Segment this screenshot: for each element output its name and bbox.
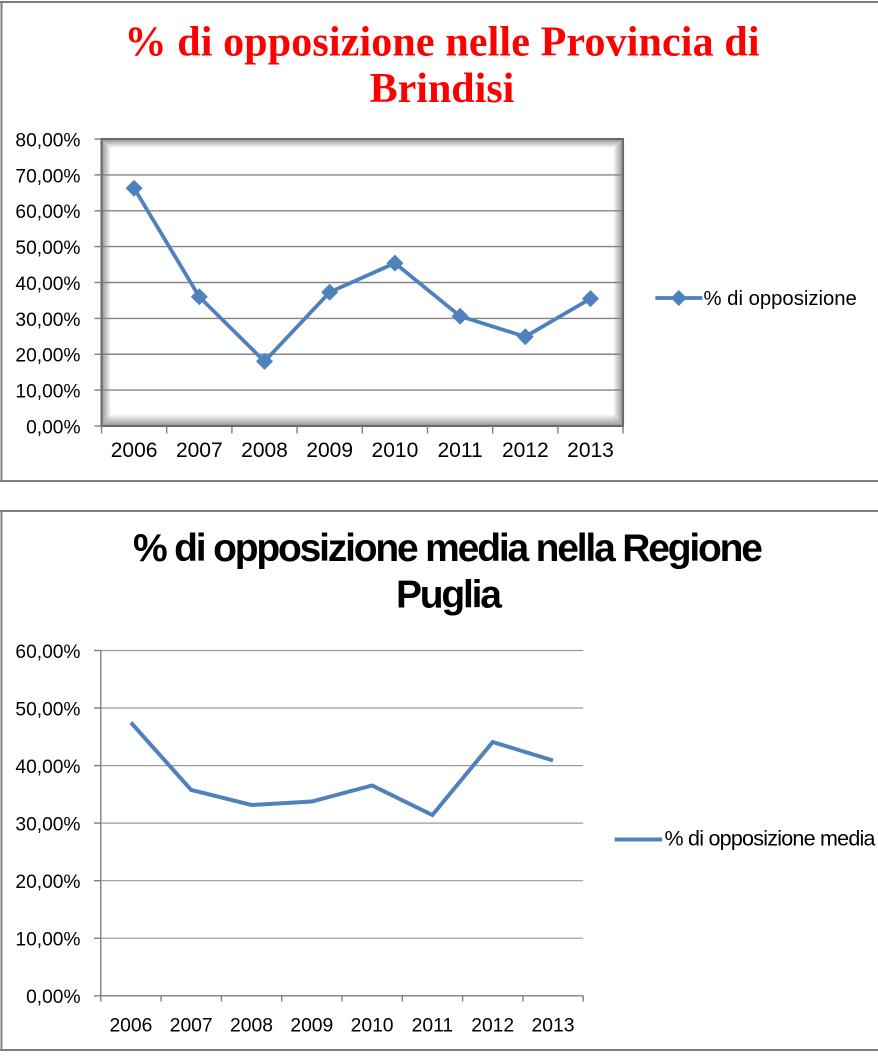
svg-text:70,00%: 70,00% [15,166,80,187]
svg-text:40,00%: 40,00% [15,274,80,295]
svg-text:2009: 2009 [306,439,353,462]
svg-text:2008: 2008 [230,1015,273,1036]
svg-text:% di opposizione: % di opposizione [704,288,857,310]
svg-text:2012: 2012 [471,1015,514,1036]
svg-text:2006: 2006 [111,439,158,462]
svg-text:20,00%: 20,00% [15,346,80,367]
svg-text:2009: 2009 [290,1015,333,1036]
svg-text:0,00%: 0,00% [26,417,80,438]
svg-text:2006: 2006 [109,1015,152,1036]
svg-text:Puglia: Puglia [396,574,502,617]
svg-text:10,00%: 10,00% [15,382,80,403]
svg-text:80,00%: 80,00% [15,130,80,151]
svg-text:50,00%: 50,00% [15,699,80,720]
svg-text:20,00%: 20,00% [15,872,80,893]
svg-text:2008: 2008 [241,439,288,462]
svg-text:% di opposizione media: % di opposizione media [665,826,876,850]
svg-text:10,00%: 10,00% [15,930,80,951]
svg-text:2011: 2011 [438,439,483,462]
svg-text:40,00%: 40,00% [15,757,80,778]
svg-text:50,00%: 50,00% [15,238,80,259]
svg-text:2010: 2010 [372,439,419,462]
svg-text:60,00%: 60,00% [15,642,80,663]
svg-text:% di opposizione nelle Provinc: % di opposizione nelle Provincia di [125,20,760,66]
svg-text:2011: 2011 [412,1015,453,1036]
svg-text:30,00%: 30,00% [15,814,80,835]
svg-text:30,00%: 30,00% [15,310,80,331]
svg-text:2007: 2007 [170,1015,213,1036]
svg-text:% di opposizione media nella R: % di opposizione media nella Regione [133,527,763,570]
svg-text:0,00%: 0,00% [26,987,80,1008]
svg-text:2013: 2013 [567,439,614,462]
svg-text:2013: 2013 [532,1015,575,1036]
svg-text:2007: 2007 [176,439,223,462]
svg-text:2010: 2010 [351,1015,394,1036]
svg-text:2012: 2012 [502,439,549,462]
svg-text:Brindisi: Brindisi [370,66,515,112]
svg-text:60,00%: 60,00% [15,202,80,223]
